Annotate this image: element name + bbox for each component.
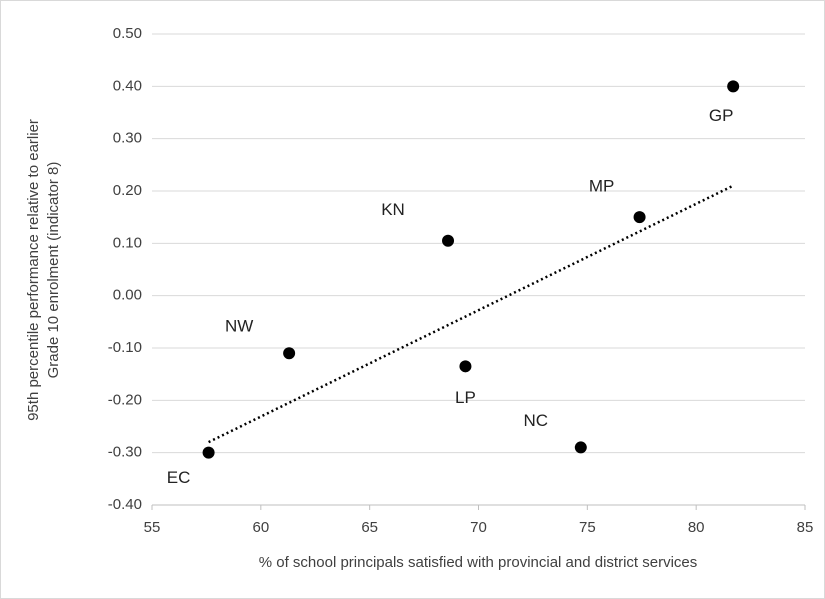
y-tick-label: 0.20 xyxy=(113,182,142,199)
x-tick-label: 55 xyxy=(144,519,161,536)
point-label: KN xyxy=(381,200,405,219)
y-tick-label: 0.00 xyxy=(113,287,142,304)
x-tick-label: 80 xyxy=(688,519,705,536)
point xyxy=(202,446,215,459)
point xyxy=(442,234,455,247)
point-label: NC xyxy=(524,411,549,430)
y-tick-label: 0.50 xyxy=(113,25,142,42)
point xyxy=(283,347,296,360)
y-axis-title: Grade 10 enrolment (indicator 8) xyxy=(45,162,62,379)
x-tick-label: 75 xyxy=(579,519,596,536)
trendline xyxy=(208,184,734,444)
y-tick-label: 0.10 xyxy=(113,234,142,251)
x-tick-label: 60 xyxy=(252,519,269,536)
y-tick-label: -0.20 xyxy=(108,391,142,408)
y-tick-label: -0.40 xyxy=(108,496,142,513)
x-tick-label: 85 xyxy=(797,519,814,536)
point-label: LP xyxy=(455,388,476,407)
point xyxy=(574,441,587,454)
y-tick-label: 0.30 xyxy=(113,130,142,147)
x-tick-label: 65 xyxy=(361,519,378,536)
x-axis-title: % of school principals satisfied with pr… xyxy=(259,554,698,571)
y-tick-label: -0.10 xyxy=(108,339,142,356)
point-label: GP xyxy=(709,106,734,125)
y-axis-title: 95th percentile performance relative to … xyxy=(25,119,42,421)
point-label: MP xyxy=(589,177,615,196)
point xyxy=(459,360,472,373)
x-tick-label: 70 xyxy=(470,519,487,536)
point xyxy=(633,211,646,224)
y-tick-label: 0.40 xyxy=(113,77,142,94)
point-label: EC xyxy=(167,468,191,487)
point-label: NW xyxy=(225,317,253,336)
point xyxy=(727,80,740,93)
y-tick-label: -0.30 xyxy=(108,444,142,461)
